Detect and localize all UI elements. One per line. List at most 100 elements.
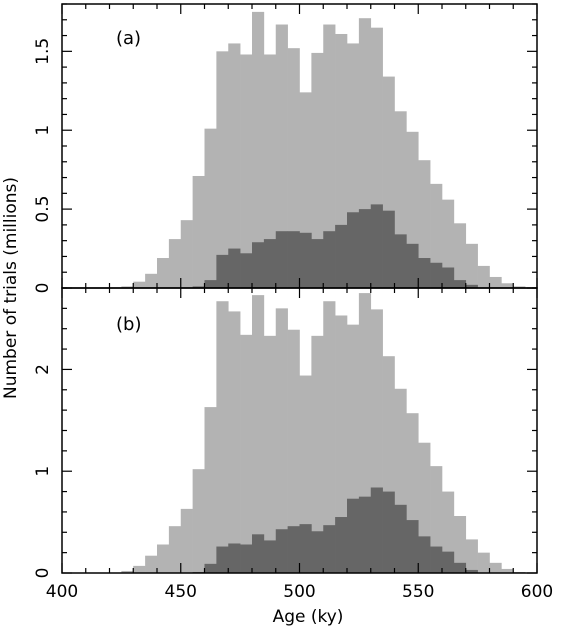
bar-a-series2-500 (299, 232, 312, 288)
bar-a-series1-515 (335, 33, 348, 289)
bar-a-series2-505 (311, 239, 324, 288)
bar-b-series2-565 (453, 562, 467, 573)
bar-a-series1-440 (157, 258, 170, 288)
bar-b-series1-430 (133, 565, 146, 574)
bar-a-series1-450 (180, 220, 193, 288)
bar-b-series1-445 (168, 526, 182, 573)
bar-a-series2-470 (228, 248, 241, 288)
bar-a-series1-490 (275, 24, 288, 288)
bar-a-series2-460 (204, 280, 217, 288)
y-tick-label-a-2: 1 (33, 125, 53, 136)
y-tick-label-b-1: 1 (33, 466, 53, 477)
bar-a-series2-545 (406, 243, 419, 288)
bar-b-series1-475 (240, 334, 253, 573)
bar-a-series1-425 (121, 286, 134, 288)
panel-a: 0 0.5 1 1.5 (a) (33, 3, 538, 294)
bar-a-series1-510 (323, 24, 336, 288)
bar-a-series2-465 (216, 254, 229, 288)
y-tick-label-a-3: 1.5 (33, 38, 53, 65)
bar-a-series1-435 (145, 273, 158, 288)
panel-label-a: (a) (116, 28, 141, 49)
bar-b-series2-520 (347, 498, 360, 573)
bar-b-series2-570 (465, 569, 478, 573)
bar-b-series2-535 (382, 491, 395, 573)
bar-a-series1-555 (430, 183, 443, 288)
bar-b-series2-515 (335, 517, 348, 573)
bar-b-series1-480 (252, 295, 265, 574)
bar-b-series1-495 (287, 329, 300, 573)
bar-a-series1-465 (216, 51, 229, 288)
bar-b-series1-435 (145, 555, 158, 573)
bar-b-series2-505 (311, 531, 324, 573)
x-tick-label-3: 550 (402, 582, 434, 602)
bar-b-series1-575 (477, 552, 490, 573)
bar-a-series1-480 (252, 11, 265, 288)
x-tick-labels: 400 450 500 550 600 (46, 582, 553, 602)
bar-b-series2-510 (323, 525, 336, 573)
x-tick-label-1: 450 (165, 582, 197, 602)
bar-b-series1-450 (180, 508, 193, 574)
bar-b-series1-490 (275, 308, 288, 573)
bar-a-series1-495 (287, 48, 300, 289)
bar-a-series2-535 (382, 210, 395, 288)
bar-b-series1-485 (263, 335, 277, 573)
bar-b-series1-455 (192, 469, 205, 573)
bar-a-series1-565 (453, 223, 467, 288)
bar-b-series2-545 (406, 520, 419, 573)
bar-b-series2-555 (430, 546, 443, 573)
bar-b-series1-440 (157, 544, 170, 573)
panel-b: 0 1 2 (b) (33, 287, 538, 579)
bar-a-series1-505 (311, 52, 324, 288)
bar-b-series2-465 (216, 546, 229, 573)
bar-b-series2-490 (275, 529, 288, 573)
bar-b-series1-500 (299, 375, 312, 573)
bar-b-series2-525 (358, 496, 372, 573)
bar-a-series1-570 (465, 243, 478, 288)
bar-b-series1-505 (311, 335, 324, 573)
bar-a-series2-530 (370, 204, 383, 288)
bar-b-series1-465 (216, 301, 229, 573)
bar-a-series2-495 (287, 231, 300, 288)
bar-b-series2-500 (299, 524, 312, 573)
bar-a-series2-565 (453, 280, 467, 288)
bar-a-series1-485 (263, 54, 277, 288)
bar-a-series1-585 (501, 283, 514, 288)
bar-b-series2-560 (442, 551, 455, 574)
bar-a-series1-550 (418, 160, 431, 288)
bar-a-series2-550 (418, 258, 431, 288)
y-tick-label-b-0: 0 (33, 568, 53, 579)
y-axis-title: Number of trials (millions) (1, 177, 21, 399)
bar-a-series2-485 (263, 239, 277, 288)
y-tick-label-a-0: 0 (33, 283, 53, 294)
bar-b-series1-555 (430, 466, 443, 574)
bar-b-series2-540 (394, 504, 407, 573)
bar-a-series2-510 (323, 231, 336, 288)
bar-a-series1-590 (513, 286, 526, 288)
bar-b-series2-480 (252, 534, 265, 573)
bar-a-series1-475 (240, 54, 253, 288)
x-axis-title: Age (ky) (273, 607, 344, 627)
bar-a-series1-580 (489, 276, 502, 288)
panel-label-b: (b) (116, 314, 141, 335)
bar-b-series1-565 (453, 516, 467, 573)
bar-a-series2-515 (335, 224, 348, 288)
bar-b-series1-470 (228, 311, 241, 573)
bar-a-series2-520 (347, 212, 360, 288)
bar-a-series2-490 (275, 231, 288, 288)
bar-a-series1-460 (204, 128, 217, 288)
x-tick-label-4: 600 (521, 582, 553, 602)
bar-b-series1-460 (204, 407, 217, 573)
bar-a-series1-455 (192, 175, 205, 288)
bar-b-series2-550 (418, 536, 431, 573)
bar-a-series2-525 (358, 209, 372, 288)
y-tick-label-a-1: 0.5 (33, 196, 53, 223)
bar-b-series2-530 (370, 487, 383, 573)
bar-a-series1-470 (228, 43, 241, 288)
bar-b-series2-495 (287, 526, 300, 573)
bar-b-series1-425 (121, 570, 134, 573)
bar-b-series1-580 (489, 562, 502, 573)
bar-a-series1-560 (442, 199, 455, 288)
bar-b-series1-570 (465, 539, 478, 573)
bar-a-series2-555 (430, 262, 443, 288)
